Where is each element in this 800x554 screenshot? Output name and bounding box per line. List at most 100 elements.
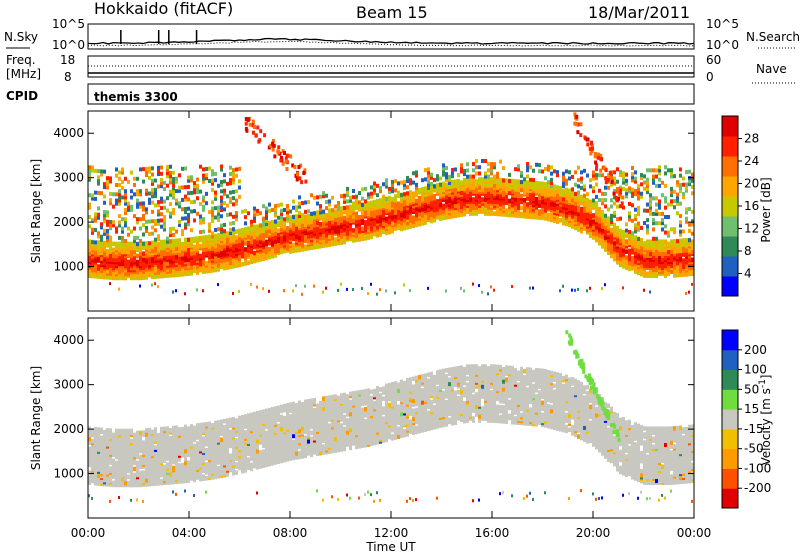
power-cell: [118, 265, 121, 271]
power-cell: [118, 223, 121, 228]
power-cell: [553, 184, 556, 190]
power-cell: [505, 178, 508, 183]
power-cell: [199, 220, 202, 225]
power-cell: [295, 284, 297, 288]
power-cell: [622, 205, 625, 210]
power-cell: [535, 197, 538, 202]
power-cell: [619, 190, 623, 195]
power-cell: [658, 255, 661, 261]
power-cell: [620, 201, 624, 206]
power-cell: [94, 257, 97, 263]
power-cell: [463, 168, 466, 173]
power-cell: [565, 187, 568, 193]
power-cell: [607, 185, 610, 190]
power-cell: [166, 255, 169, 260]
power-cell: [277, 203, 280, 208]
power-cell: [475, 159, 478, 163]
power-cell: [187, 212, 190, 217]
power-cell: [103, 216, 106, 221]
velocity-cell: [163, 426, 166, 432]
power-cell: [208, 268, 211, 274]
power-cell: [619, 204, 622, 209]
power-cell: [484, 171, 487, 176]
power-cell: [112, 192, 115, 197]
power-cell: [109, 223, 112, 228]
power-cell: [292, 205, 295, 210]
power-cell: [523, 179, 526, 185]
power-cell: [127, 179, 130, 184]
power-cell: [259, 129, 263, 134]
power-cell: [610, 180, 614, 185]
power-cell: [355, 200, 358, 205]
power-cell: [379, 288, 381, 292]
power-cell: [220, 232, 223, 238]
power-cell: [622, 229, 625, 235]
power-cell: [163, 215, 166, 220]
power-cell: [193, 187, 196, 192]
velocity-cell: [127, 442, 130, 448]
power-cell: [427, 176, 430, 181]
power-cell: [622, 180, 625, 185]
power-cell: [475, 171, 478, 176]
power-cell: [679, 167, 682, 172]
velocity-cell: [103, 471, 106, 477]
power-cell: [571, 204, 574, 209]
power-cell: [244, 116, 248, 121]
power-cell: [151, 256, 154, 262]
power-cell: [634, 267, 637, 272]
power-cell: [291, 163, 295, 168]
power-cell: [652, 273, 655, 279]
power-cell: [229, 230, 232, 235]
velocity-cell: [145, 474, 148, 479]
power-cell: [115, 226, 118, 231]
power-cell: [328, 234, 331, 239]
freq-tick-top: 18: [60, 53, 75, 67]
velocity-cell: [151, 429, 154, 435]
power-cell: [451, 167, 454, 172]
power-cell: [202, 173, 205, 178]
power-cell: [145, 219, 148, 224]
power-cell: [280, 214, 283, 219]
power-cell: [109, 191, 112, 196]
power-cell: [355, 203, 358, 209]
power-cell: [169, 230, 172, 235]
power-cell: [670, 243, 673, 248]
power-cell: [208, 234, 211, 240]
power-cell: [565, 169, 568, 174]
power-cell: [229, 190, 232, 195]
power-cell: [325, 206, 328, 211]
power-cell: [307, 200, 310, 205]
power-cell: [427, 167, 430, 172]
power-cell: [676, 195, 679, 200]
power-cell: [391, 227, 394, 232]
power-cell: [433, 184, 436, 189]
power-cell: [592, 201, 595, 206]
power-cell: [103, 231, 106, 236]
power-cell: [517, 193, 520, 199]
power-cell: [658, 239, 661, 245]
power-cell: [685, 182, 688, 187]
power-cell: [274, 204, 277, 209]
power-cell: [496, 171, 499, 176]
power-cell: [373, 184, 376, 189]
power-cell: [97, 264, 100, 269]
power-cell: [253, 215, 256, 220]
power-cell: [415, 173, 418, 178]
power-cell: [670, 239, 673, 244]
power-cell: [202, 217, 205, 222]
power-heatmap: [88, 112, 694, 296]
power-cell: [448, 196, 451, 202]
power-cell: [202, 198, 205, 203]
power-cell: [244, 253, 247, 258]
power-cell: [616, 237, 619, 243]
velocity-cell: [121, 468, 124, 474]
power-cell: [508, 182, 511, 188]
power-cell: [526, 161, 529, 166]
power-cell: [436, 187, 439, 192]
power-cell: [148, 231, 151, 236]
power-cell: [127, 265, 130, 271]
power-cell: [151, 200, 154, 205]
power-cell: [277, 150, 281, 155]
power-cell: [391, 201, 394, 206]
